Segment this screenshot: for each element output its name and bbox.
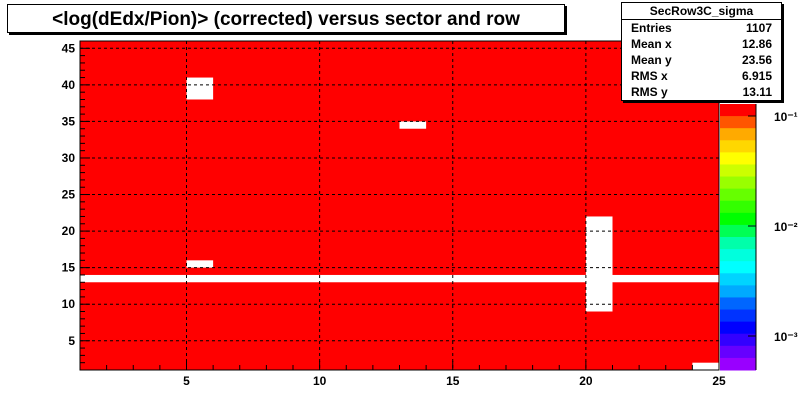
axes: 5 10 15 20 25 5 10 15 20 25 30 35 40 45	[62, 40, 726, 388]
empty-cell	[585, 216, 613, 312]
colorbar-step	[720, 333, 756, 347]
empty-cell	[186, 260, 214, 268]
colorbar-step	[720, 285, 756, 298]
stats-label: Mean y	[631, 53, 672, 67]
colorbar-step	[720, 237, 756, 250]
y-tick-label: 20	[62, 224, 76, 238]
colorbar-step	[720, 212, 756, 226]
stats-row-rms-y: RMS y 13.11	[622, 84, 781, 100]
colorbar-step	[720, 273, 756, 286]
colorbar-step	[720, 152, 756, 165]
stats-label: Mean x	[631, 37, 672, 51]
y-tick-label: 35	[62, 114, 76, 128]
stats-value: 23.56	[741, 53, 772, 67]
y-tick-label: 25	[62, 188, 76, 202]
colorbar-step	[720, 357, 756, 371]
empty-cell	[692, 362, 719, 370]
stats-value: 6.915	[741, 69, 772, 83]
colorbar-step	[720, 188, 756, 202]
x-tick-label: 20	[579, 374, 593, 388]
colorbar-step	[720, 249, 756, 262]
colorbar-step	[720, 128, 756, 141]
y-tick-label: 30	[62, 151, 76, 165]
empty-cell	[186, 77, 214, 100]
colorbar-step	[720, 297, 756, 311]
stats-value: 13.11	[742, 85, 772, 99]
y-tick-label: 10	[62, 297, 76, 311]
chart-title-box: <log(dEdx/Pion)> (corrected) versus sect…	[7, 4, 565, 33]
colorbar-step	[720, 345, 756, 359]
plot-area	[80, 41, 719, 370]
empty-cell	[399, 121, 427, 129]
color-scale: 10⁻¹ 10⁻² 10⁻³	[720, 104, 798, 371]
y-tick-label: 45	[62, 41, 76, 55]
colorbar-tick-label: 10⁻¹	[774, 110, 798, 124]
stats-row-mean-x: Mean x 12.86	[622, 36, 781, 52]
colorbar-step	[720, 104, 756, 117]
colorbar-step	[720, 224, 756, 238]
colorbar-step	[720, 200, 756, 214]
stats-value: 1107	[745, 21, 772, 35]
stats-label: RMS y	[631, 85, 668, 99]
stats-box: SecRow3C_sigma Entries 1107 Mean x 12.86…	[621, 2, 782, 101]
colorbar-step	[720, 140, 756, 153]
chart-title: <log(dEdx/Pion)> (corrected) versus sect…	[52, 9, 520, 30]
y-tick-label: 5	[68, 334, 75, 348]
x-tick-label: 5	[183, 374, 190, 388]
stats-row-entries: Entries 1107	[622, 20, 781, 36]
empty-cell	[80, 274, 719, 283]
colorbar-step	[720, 164, 756, 178]
colorbar-step	[720, 321, 756, 335]
x-tick-label: 25	[712, 374, 726, 388]
y-tick-label: 40	[62, 78, 76, 92]
stats-label: RMS x	[631, 69, 668, 83]
stats-value: 12.86	[741, 37, 772, 51]
stats-name: SecRow3C_sigma	[622, 3, 781, 20]
colorbar-step	[720, 116, 756, 129]
colorbar-tick-label: 10⁻³	[774, 330, 798, 344]
stats-label: Entries	[631, 21, 672, 35]
colorbar-step	[720, 176, 756, 190]
stats-row-rms-x: RMS x 6.915	[622, 68, 781, 84]
colorbar-step	[720, 309, 756, 323]
colorbar-step	[720, 261, 756, 274]
colorbar-tick-label: 10⁻²	[774, 220, 798, 234]
x-tick-label: 15	[446, 374, 460, 388]
x-tick-label: 10	[313, 374, 327, 388]
stats-row-mean-y: Mean y 23.56	[622, 52, 781, 68]
y-tick-label: 15	[62, 261, 76, 275]
